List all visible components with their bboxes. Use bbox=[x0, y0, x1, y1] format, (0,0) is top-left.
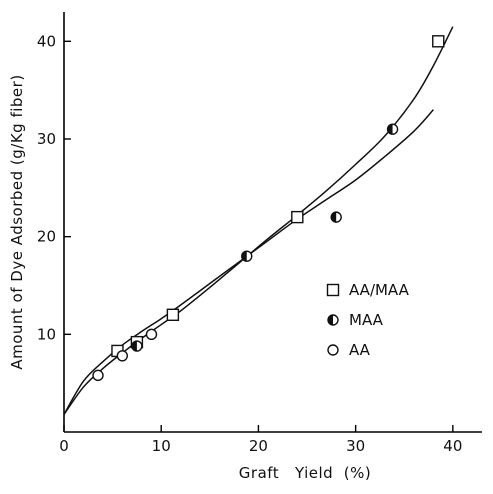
x-tick-label: 10 bbox=[152, 437, 171, 455]
point-aa-maa bbox=[291, 210, 304, 224]
legend-marker-aa-maa bbox=[326, 283, 340, 297]
x-tick-label: 20 bbox=[249, 437, 268, 455]
y-tick-label: 40 bbox=[37, 32, 56, 50]
y-tick-label: 30 bbox=[37, 130, 56, 148]
point-maa bbox=[330, 211, 342, 223]
x-ticks: 0 10 20 30 40 bbox=[59, 425, 462, 455]
x-tick-label: 40 bbox=[443, 437, 462, 455]
y-ticks: 10 20 30 40 bbox=[37, 32, 71, 343]
legend-marker-maa bbox=[327, 314, 339, 326]
point-aa bbox=[116, 350, 129, 362]
point-aa bbox=[92, 369, 104, 382]
legend-label-aa: AA bbox=[349, 341, 371, 359]
y-axis-title: Amount of Dye Adsorbed (g/Kg fiber) bbox=[8, 74, 26, 369]
legend: AA/MAA MAA AA bbox=[326, 281, 410, 359]
point-maa bbox=[241, 250, 253, 262]
point-aa-maa bbox=[166, 308, 180, 321]
y-tick-label: 10 bbox=[37, 325, 56, 343]
legend-label-aa-maa: AA/MAA bbox=[349, 281, 410, 299]
legend-marker-aa bbox=[327, 344, 339, 356]
point-aa-maa bbox=[432, 35, 445, 48]
point-aa bbox=[145, 328, 158, 341]
x-tick-label: 30 bbox=[346, 437, 365, 455]
data-points bbox=[92, 35, 445, 382]
fit-curve-2 bbox=[63, 109, 434, 415]
point-maa bbox=[386, 123, 399, 135]
legend-label-maa: MAA bbox=[349, 311, 384, 329]
point-maa bbox=[131, 340, 143, 352]
x-tick-label: 0 bbox=[59, 437, 69, 455]
plot-area: 0 10 20 30 40 10 20 30 40 bbox=[37, 12, 482, 455]
y-tick-label: 20 bbox=[37, 228, 56, 246]
x-axis-title: Graft Yield (%) bbox=[239, 464, 371, 482]
